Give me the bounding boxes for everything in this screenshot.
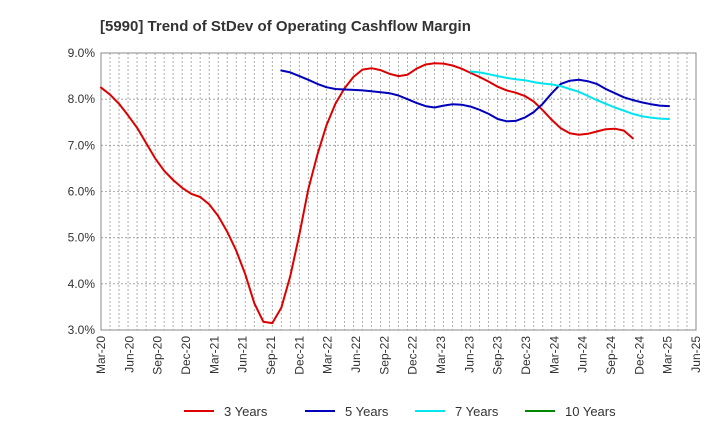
- plot-area: [100, 52, 697, 331]
- x-tick-label: Sep-20: [151, 336, 165, 375]
- x-tick-label: Sep-21: [264, 336, 278, 375]
- x-tick-label: Sep-24: [604, 336, 618, 375]
- y-tick-label: 9.0%: [68, 46, 96, 60]
- x-tick-label: Mar-20: [94, 336, 108, 374]
- x-tick-label: Dec-24: [632, 336, 646, 375]
- x-tick-label: Mar-24: [547, 336, 561, 374]
- legend: 3 Years 5 Years 7 Years 10 Years: [184, 404, 616, 419]
- x-tick-label: Mar-23: [434, 336, 448, 374]
- series-line-5-years: [280, 69, 670, 123]
- y-axis: 3.0% 4.0% 5.0% 6.0% 7.0% 8.0% 9.0%: [68, 46, 96, 337]
- x-tick-label: Dec-20: [179, 336, 193, 375]
- x-axis: Mar-20 Jun-20 Sep-20 Dec-20 Mar-21 Jun-21 Sep-…: [94, 336, 703, 375]
- x-tick-label: Dec-23: [519, 336, 533, 375]
- x-tick-label: Jun-23: [462, 336, 476, 373]
- grid-lines: [101, 53, 696, 330]
- y-tick-label: 3.0%: [68, 323, 96, 337]
- y-tick-label: 7.0%: [68, 138, 96, 152]
- x-tick-label: Sep-23: [491, 336, 505, 375]
- x-tick-label: Dec-22: [406, 336, 420, 375]
- legend-label: 10 Years: [565, 404, 616, 419]
- legend-label: 7 Years: [455, 404, 499, 419]
- x-tick-label: Sep-22: [377, 336, 391, 375]
- series-line-7-years: [469, 70, 670, 120]
- x-tick-label: Mar-25: [661, 336, 675, 374]
- legend-label: 3 Years: [224, 404, 268, 419]
- x-tick-label: Mar-22: [321, 336, 335, 374]
- y-tick-label: 8.0%: [68, 92, 96, 106]
- x-tick-label: Jun-24: [576, 336, 590, 373]
- x-tick-label: Jun-21: [236, 336, 250, 373]
- series-lines: [100, 62, 670, 325]
- x-tick-label: Jun-20: [122, 336, 136, 373]
- y-tick-label: 4.0%: [68, 277, 96, 291]
- x-tick-label: Jun-22: [349, 336, 363, 373]
- series-line-3-years: [100, 62, 634, 325]
- x-tick-label: Mar-21: [207, 336, 221, 374]
- x-tick-label: Jun-25: [689, 336, 703, 373]
- chart-title: [5990] Trend of StDev of Operating Cashf…: [100, 18, 471, 35]
- y-tick-label: 6.0%: [68, 185, 96, 199]
- legend-label: 5 Years: [345, 404, 389, 419]
- x-tick-label: Dec-21: [292, 336, 306, 375]
- y-tick-label: 5.0%: [68, 231, 96, 245]
